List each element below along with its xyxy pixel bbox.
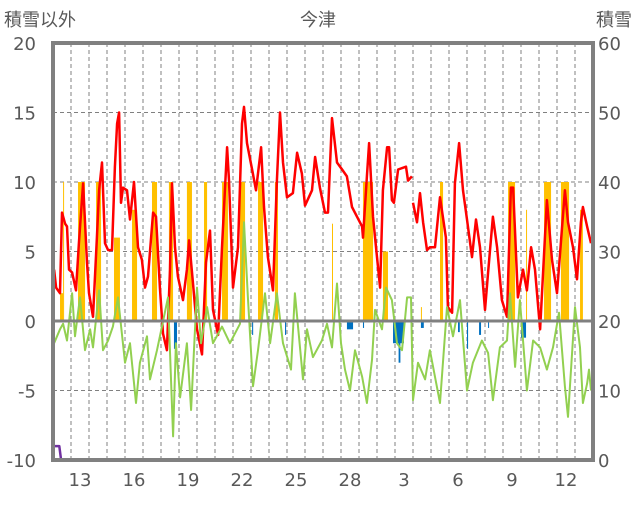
yellow-bar [362,182,374,321]
yellow-bar [440,182,444,321]
left-tick-label: 10 [13,173,36,194]
green-line [53,221,592,438]
left-axis-label: 積雪以外 [4,10,76,31]
yellow-bar [560,182,570,321]
plot-border [51,41,595,462]
yellow-bar [204,182,208,321]
blue-bar [479,321,482,335]
yellow-bar [508,182,516,321]
yellow-bar [258,182,264,321]
x-tick-label: 25 [285,470,308,491]
yellow-bar [420,307,422,321]
x-tick-label: 22 [231,470,254,491]
tick-labels: -10 -5 0 5 10 15 20 0 10 20 30 40 50 60 13 16 19 22 25 28 3 6… [7,34,621,491]
right-tick-label: 40 [598,173,621,194]
right-tick-label: 20 [598,312,621,333]
right-tick-label: 0 [598,451,609,472]
x-tick-label: 16 [123,470,146,491]
left-tick-label: 0 [25,312,36,333]
yellow-bar [526,209,528,321]
blue-bar [346,321,354,330]
yellow-bar [332,223,333,321]
x-tick-label: 19 [177,470,200,491]
x-tick-label: 6 [452,470,463,491]
yellow-bar [274,182,278,321]
axes [51,41,595,462]
yellow-bar [222,182,228,321]
blue-bar [362,321,365,328]
gridlines [53,43,593,460]
right-axis-label: 積雪 [596,10,632,31]
blue-bar [173,321,178,349]
x-tick-label: 13 [69,470,92,491]
blue-bar [458,321,460,333]
blue-bar [420,321,424,328]
right-tick-label: 30 [598,243,621,264]
left-tick-label: 15 [13,104,36,125]
right-tick-label: 10 [598,382,621,403]
blue-bar [252,321,254,335]
yellow-bar [63,182,65,321]
yellow-bar [78,182,86,321]
yellow-bar [60,293,64,321]
blue-bar [398,321,401,363]
blue-bar [393,321,404,344]
yellow-bar [544,182,552,321]
blue-bar [285,321,287,335]
chart-title: 今津 [300,10,336,31]
x-tick-label: 9 [506,470,517,491]
yellow-bar [382,251,388,321]
bars [60,182,583,363]
left-tick-label: 20 [13,34,36,55]
yellow-bar [114,237,120,321]
blue-bar [488,321,490,328]
x-tick-label: 28 [339,470,362,491]
right-tick-label: 50 [598,104,621,125]
yellow-bar [132,209,138,321]
x-tick-label: 12 [555,470,578,491]
x-tick-label: 3 [398,470,409,491]
blue-bar [521,321,527,338]
yellow-bar [152,182,158,321]
yellow-bar [96,182,102,321]
left-tick-label: 5 [25,243,36,264]
blue-bar [467,321,469,349]
yellow-bar [580,209,583,321]
left-tick-label: -5 [18,382,36,403]
left-tick-label: -10 [7,451,36,472]
right-tick-label: 60 [598,34,621,55]
